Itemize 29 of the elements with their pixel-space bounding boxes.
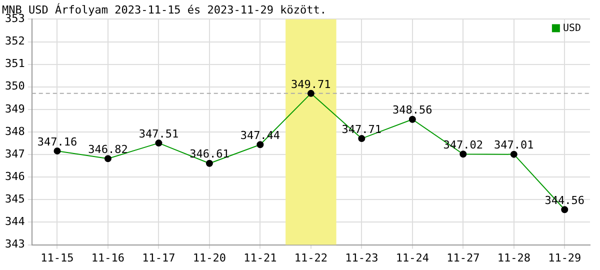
y-tick-label: 343 bbox=[4, 238, 25, 251]
data-label: 346.82 bbox=[88, 142, 128, 156]
x-tick-label: 11-21 bbox=[244, 251, 277, 264]
y-tick-label: 349 bbox=[4, 102, 25, 116]
y-tick-label: 344 bbox=[4, 215, 26, 228]
y-tick-label: 351 bbox=[4, 57, 25, 70]
legend-label: USD bbox=[562, 22, 581, 34]
y-tick-label: 348 bbox=[4, 124, 25, 138]
data-label: 347.01 bbox=[494, 138, 534, 152]
y-tick-label: 345 bbox=[4, 192, 25, 206]
data-label: 347.16 bbox=[37, 135, 78, 148]
data-label: 349.71 bbox=[291, 78, 331, 91]
x-tick-label: 11-16 bbox=[91, 251, 125, 264]
x-tick-label: 11-29 bbox=[548, 251, 582, 264]
y-tick-label: 350 bbox=[4, 80, 25, 93]
x-tick-label: 11-23 bbox=[345, 251, 378, 264]
x-tick-label: 11-27 bbox=[446, 251, 480, 264]
data-label: 348.56 bbox=[392, 104, 432, 117]
x-tick-label: 11-17 bbox=[142, 251, 176, 264]
y-tick-label: 346 bbox=[4, 170, 25, 183]
y-tick-label: 347 bbox=[4, 147, 25, 160]
x-tick-label: 11-20 bbox=[192, 251, 226, 264]
x-tick-label: 11-24 bbox=[396, 251, 430, 264]
y-tick-label: 352 bbox=[4, 34, 25, 48]
x-tick-label: 11-15 bbox=[40, 251, 74, 264]
data-label: 346.61 bbox=[190, 148, 230, 161]
x-tick-label: 11-22 bbox=[294, 251, 328, 264]
x-tick-label: 11-28 bbox=[497, 251, 530, 264]
data-label: 347.51 bbox=[138, 127, 179, 140]
